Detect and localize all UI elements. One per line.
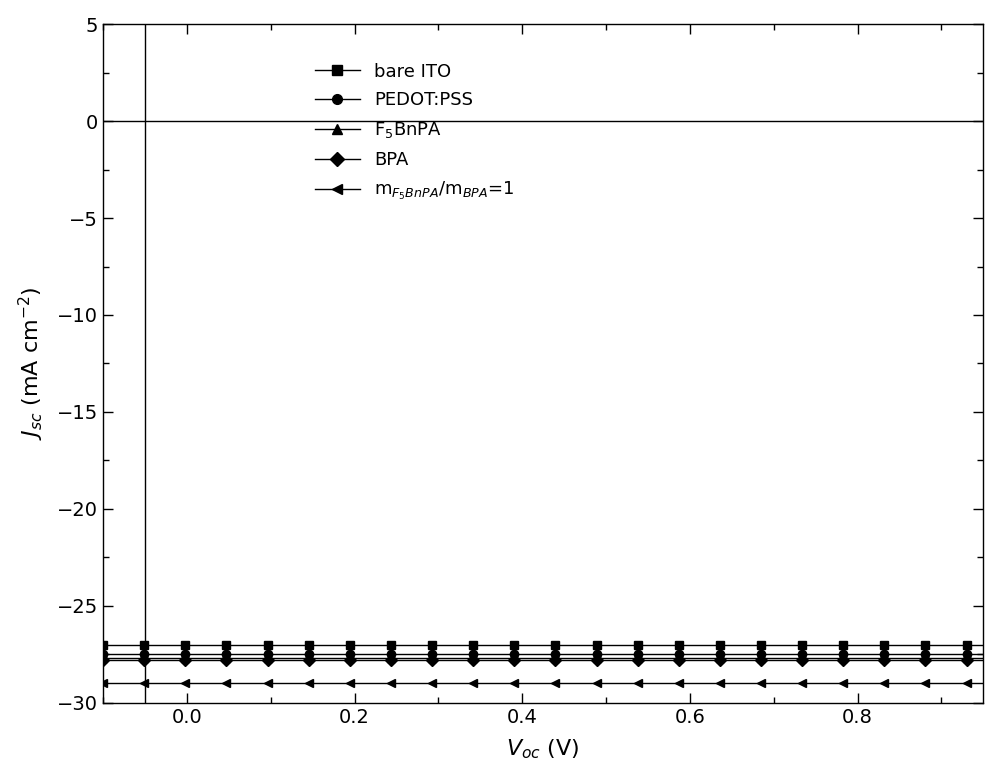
Y-axis label: $J_{sc}$ (mA cm$^{-2}$): $J_{sc}$ (mA cm$^{-2}$) [17, 286, 46, 440]
X-axis label: $V_{oc}$ (V): $V_{oc}$ (V) [506, 738, 580, 762]
Legend: bare ITO, PEDOT:PSS, F$_5$BnPA, BPA, m$_{F_5BnPA}$/m$_{BPA}$=1: bare ITO, PEDOT:PSS, F$_5$BnPA, BPA, m$_… [306, 54, 524, 211]
